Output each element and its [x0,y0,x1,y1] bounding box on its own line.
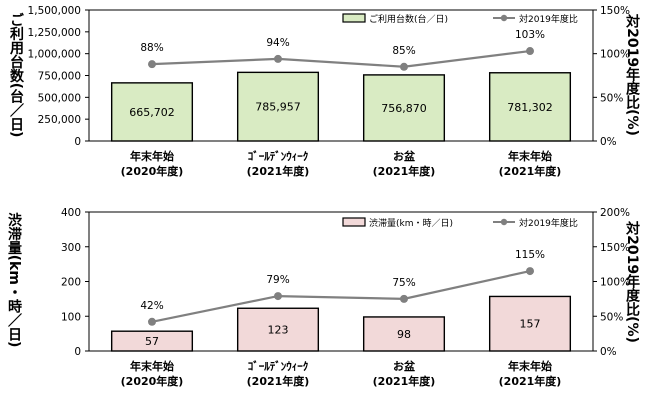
left-axis-tick-label: 0 [74,136,81,148]
bar [110,82,194,142]
left-axis-title: ご利用台数(台／日) [8,12,24,137]
bar-value-label: 781,302 [507,101,553,114]
ratio-marker [148,60,156,69]
legend-bar-label: 渋滞量(km・時／日) [369,217,453,229]
bar-value-label: 665,702 [129,106,175,119]
category-sublabel: (2020年度) [121,164,184,178]
legend-line-marker [500,14,508,22]
right-axis-tick-label: 200% [600,207,630,219]
right-axis-tick-label: 100% [600,277,630,289]
left-axis-title: 渋滞量(km・時／日) [6,212,22,347]
bar-value-label: 157 [520,318,541,331]
bar [362,316,446,352]
left-axis-tick-label: 1,500,000 [28,5,81,17]
chart-panel-1: 0 250,000 500,000 750,000 1,000,000 1,250,000… [8,5,641,178]
ratio-marker [274,54,282,63]
ratio-label: 85% [392,45,415,57]
left-axis-tick-label: 400 [61,207,81,219]
category-label: 年末年始 [508,359,552,373]
category-label: 年末年始 [130,359,174,373]
category-label: ｺﾞｰﾙﾃﾞﾝｳｨｰｸ [248,149,309,163]
legend-bar-swatch [342,13,366,23]
left-axis-tick-label: 500,000 [38,92,81,104]
right-axis-tick-label: 0% [600,136,617,148]
left-axis-tick-label: 1,000,000 [28,49,81,61]
bar [236,71,320,142]
category-label: 年末年始 [508,149,552,163]
right-axis-title: 対2019年度比(%) [624,13,641,135]
left-axis-tick-label: 1,250,000 [28,27,81,39]
category-label: お盆 [393,359,416,373]
right-axis-tick-label: 150% [600,242,630,254]
legend-line-label: 対2019年度比 [519,13,578,25]
right-axis-tick-label: 150% [600,5,630,17]
ratio-line [151,270,531,323]
bar-value-label: 57 [145,335,159,348]
right-axis-title: 対2019年度比(%) [624,220,641,342]
right-axis-tick-label: 50% [600,311,623,323]
ratio-marker [148,317,156,326]
ratio-marker [526,267,534,276]
category-sublabel: (2020年度) [121,374,184,388]
bar [236,307,320,352]
category-sublabel: (2021年度) [499,164,562,178]
category-sublabel: (2021年度) [247,164,310,178]
legend-bar-swatch [342,217,366,227]
left-axis-tick-label: 0 [74,346,81,358]
chart-panel-2: 0 100 200 300 400 0% 50% 100% 150% 200% 57 123 98 157… [6,207,641,388]
left-axis-tick-label: 250,000 [38,114,81,126]
category-label: お盆 [393,149,416,163]
category-label: ｺﾞｰﾙﾃﾞﾝｳｨｰｸ [248,359,309,373]
category-sublabel: (2021年度) [373,374,436,388]
ratio-line [151,49,531,68]
bar [488,72,572,142]
category-sublabel: (2021年度) [247,374,310,388]
left-axis-tick-label: 300 [61,242,81,254]
bar-value-label: 785,957 [255,101,301,114]
ratio-label: 88% [140,42,163,54]
right-axis-tick-label: 50% [600,92,623,104]
ratio-label: 115% [515,249,545,261]
left-axis-tick-label: 750,000 [38,71,81,83]
bar [488,295,572,352]
bar-value-label: 756,870 [381,102,427,115]
category-sublabel: (2021年度) [373,164,436,178]
category-label: 年末年始 [130,149,174,163]
legend-line-marker [500,218,508,226]
ratio-marker [400,62,408,71]
bar-value-label: 123 [268,324,289,337]
bar [362,74,446,142]
ratio-label: 94% [266,37,289,49]
bar [110,330,194,352]
category-sublabel: (2021年度) [499,374,562,388]
right-axis-tick-label: 0% [600,346,617,358]
left-axis-tick-label: 200 [61,277,81,289]
ratio-label: 79% [266,274,289,286]
right-axis-tick-label: 100% [600,49,630,61]
bar-value-label: 98 [397,328,411,341]
ratio-marker [400,294,408,303]
ratio-label: 103% [515,29,545,41]
ratio-label: 75% [392,277,415,289]
ratio-marker [526,47,534,56]
left-axis-tick-label: 100 [61,311,81,323]
ratio-marker [274,292,282,301]
legend-bar-label: ご利用台数(台／日) [369,13,448,25]
ratio-label: 42% [140,300,163,312]
legend-line-label: 対2019年度比 [519,217,578,229]
